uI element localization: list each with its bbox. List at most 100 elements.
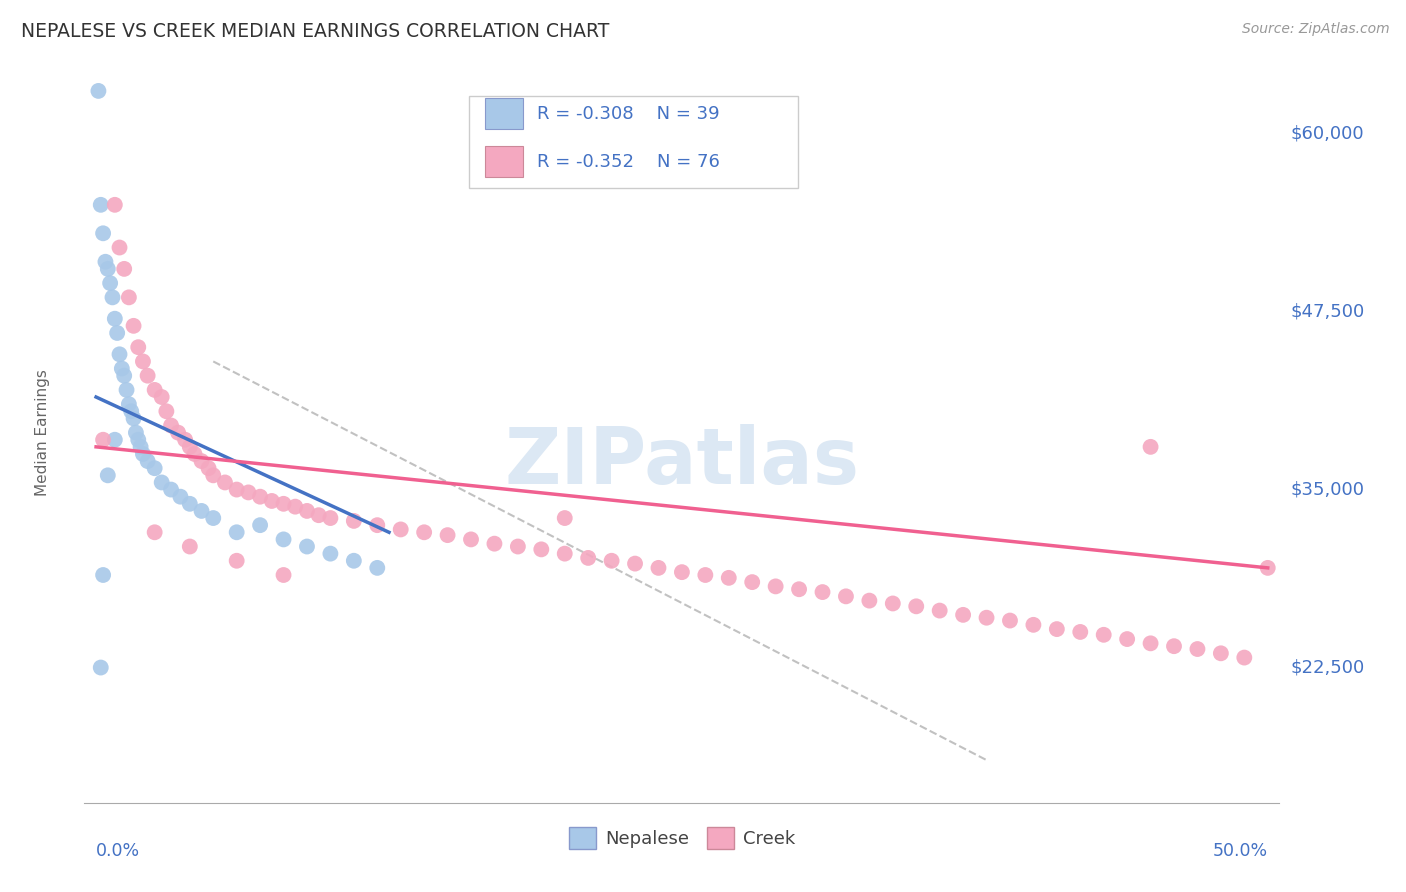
Point [343, 554, 366, 568]
Point [150, 390, 173, 404]
Point [308, 508, 330, 523]
Point [104, 311, 127, 326]
Point [952, 607, 974, 622]
Point [112, 368, 135, 383]
Point [104, 198, 127, 212]
Point [155, 404, 177, 418]
Point [295, 504, 318, 518]
Point [1046, 622, 1069, 636]
Point [87, 84, 110, 98]
Point [741, 575, 763, 590]
Point [1187, 642, 1209, 657]
Point [835, 590, 858, 604]
Point [115, 383, 138, 397]
Point [366, 518, 388, 533]
Point [260, 494, 283, 508]
Point [319, 547, 342, 561]
Point [143, 383, 166, 397]
Point [998, 614, 1021, 628]
Point [197, 461, 219, 475]
Text: $35,000: $35,000 [1291, 481, 1365, 499]
Point [249, 490, 271, 504]
Point [765, 579, 787, 593]
Point [150, 475, 173, 490]
Point [136, 368, 159, 383]
Point [160, 483, 183, 497]
Point [132, 447, 155, 461]
Point [98, 276, 121, 290]
Text: 50.0%: 50.0% [1212, 842, 1268, 860]
Point [111, 361, 134, 376]
Point [647, 561, 669, 575]
Text: R = -0.352    N = 76: R = -0.352 N = 76 [537, 153, 720, 170]
Point [905, 599, 928, 614]
Point [671, 565, 693, 579]
Point [1257, 561, 1279, 575]
Point [91, 568, 114, 582]
Text: $60,000: $60,000 [1291, 125, 1364, 143]
Point [366, 561, 388, 575]
Point [104, 433, 127, 447]
Point [179, 540, 201, 554]
Point [225, 554, 247, 568]
Point [97, 468, 120, 483]
Point [976, 610, 998, 624]
Point [108, 347, 131, 361]
Point [273, 568, 295, 582]
Point [273, 533, 295, 547]
Point [179, 440, 201, 454]
Text: Source: ZipAtlas.com: Source: ZipAtlas.com [1241, 22, 1389, 37]
Point [127, 340, 149, 354]
Point [1163, 639, 1185, 653]
Point [238, 485, 260, 500]
Point [183, 447, 205, 461]
Point [202, 511, 225, 525]
Point [295, 540, 318, 554]
Point [97, 261, 120, 276]
Point [143, 525, 166, 540]
Point [174, 433, 197, 447]
Point [214, 475, 236, 490]
Text: R = -0.308    N = 39: R = -0.308 N = 39 [537, 104, 720, 122]
Point [118, 290, 141, 304]
Text: Median Earnings: Median Earnings [35, 369, 51, 496]
Point [120, 404, 142, 418]
Point [179, 497, 201, 511]
Point [190, 454, 212, 468]
Point [1069, 624, 1091, 639]
Point [319, 511, 342, 525]
Point [1139, 440, 1161, 454]
Point [160, 418, 183, 433]
Point [94, 254, 117, 268]
Text: 0.0%: 0.0% [96, 842, 141, 860]
Point [928, 604, 950, 618]
Text: NEPALESE VS CREEK MEDIAN EARNINGS CORRELATION CHART: NEPALESE VS CREEK MEDIAN EARNINGS CORREL… [21, 22, 609, 41]
Point [125, 425, 148, 440]
Point [1092, 628, 1115, 642]
Point [90, 198, 112, 212]
Point [389, 523, 412, 537]
Point [129, 440, 152, 454]
Point [190, 504, 212, 518]
Point [127, 433, 149, 447]
Text: $22,500: $22,500 [1291, 658, 1365, 676]
Point [91, 227, 114, 241]
Point [132, 354, 155, 368]
Legend: Nepalese, Creek: Nepalese, Creek [561, 821, 803, 856]
Point [101, 290, 124, 304]
Point [249, 518, 271, 533]
Text: $47,500: $47,500 [1291, 302, 1365, 320]
Point [225, 525, 247, 540]
Text: ZIPatlas: ZIPatlas [505, 425, 859, 500]
Point [624, 557, 647, 571]
Point [413, 525, 436, 540]
Point [225, 483, 247, 497]
Point [554, 511, 576, 525]
FancyBboxPatch shape [485, 146, 523, 178]
Point [91, 433, 114, 447]
Point [343, 514, 366, 528]
FancyBboxPatch shape [470, 95, 797, 188]
Point [576, 550, 599, 565]
Point [717, 571, 740, 585]
Point [167, 425, 190, 440]
